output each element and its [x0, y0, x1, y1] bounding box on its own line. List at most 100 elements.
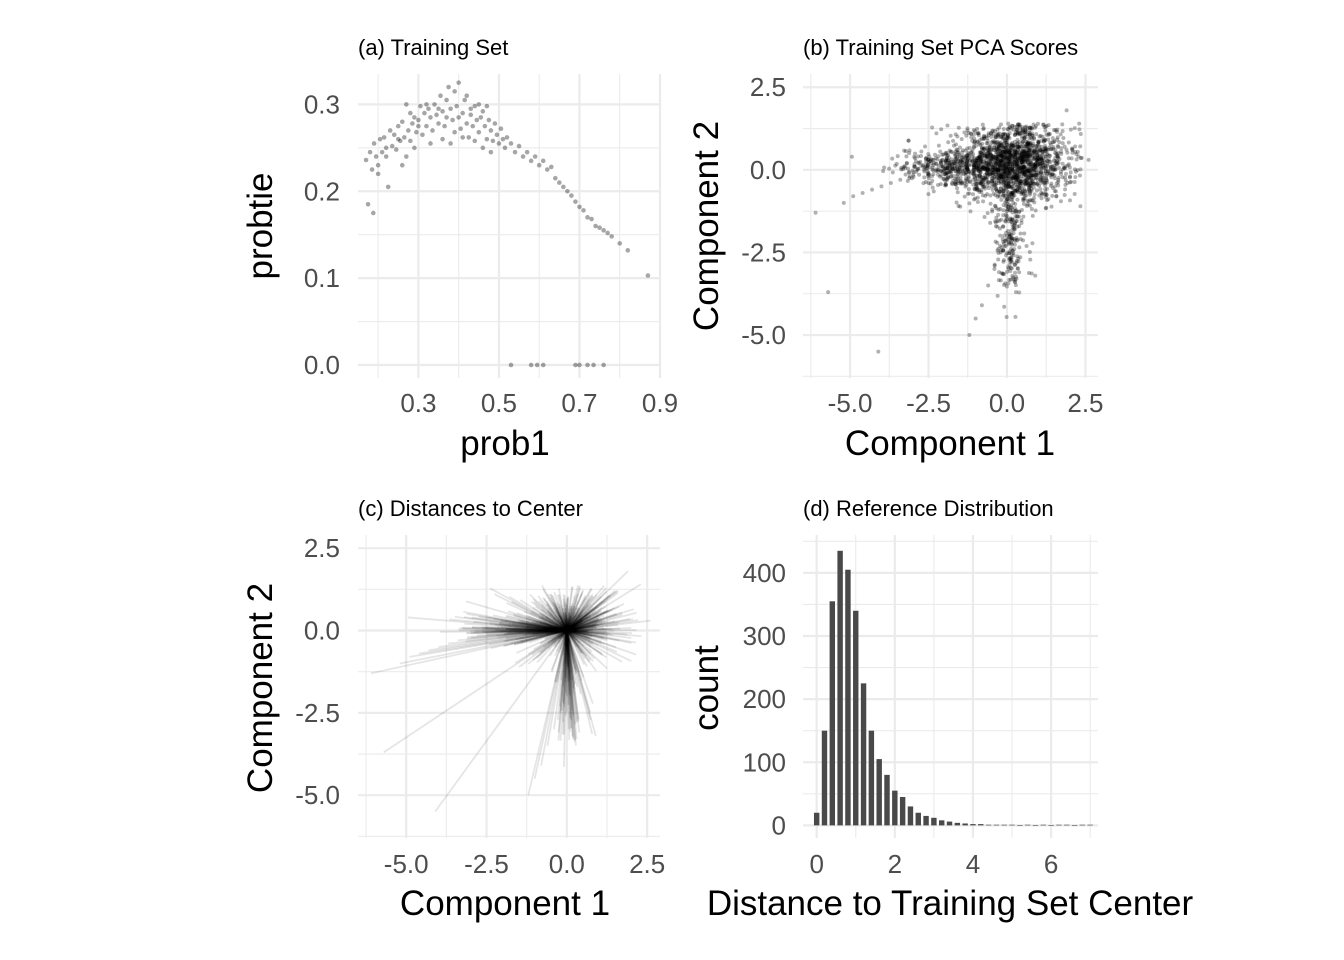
data-point	[1072, 180, 1077, 185]
data-point	[1023, 160, 1028, 165]
data-point	[589, 216, 594, 222]
data-point	[1043, 190, 1048, 195]
data-point	[945, 176, 950, 181]
data-point	[976, 140, 981, 145]
data-point	[444, 97, 449, 103]
data-point	[974, 183, 979, 188]
data-point	[1043, 138, 1048, 143]
data-point	[1050, 186, 1055, 191]
data-point	[1067, 165, 1072, 170]
data-point	[1012, 175, 1017, 180]
data-point	[1018, 183, 1023, 188]
data-point	[1063, 175, 1068, 180]
data-point	[981, 164, 986, 169]
data-point	[1063, 182, 1068, 187]
data-point	[1015, 137, 1020, 142]
data-point	[997, 174, 1002, 179]
data-point	[1072, 126, 1077, 131]
data-point	[984, 161, 989, 166]
data-point	[1048, 142, 1053, 147]
data-point	[1062, 165, 1067, 170]
histogram-bar	[1017, 825, 1023, 826]
data-point	[1029, 186, 1034, 191]
data-point	[1024, 124, 1029, 129]
data-point	[1043, 145, 1048, 150]
data-point	[984, 177, 989, 182]
data-point	[480, 145, 486, 151]
data-point	[1034, 165, 1039, 170]
data-point	[948, 149, 953, 154]
data-point	[1034, 158, 1039, 163]
data-point	[895, 154, 900, 159]
data-point	[428, 141, 433, 146]
data-point	[994, 167, 999, 172]
data-point	[1022, 188, 1027, 193]
data-point	[1008, 176, 1013, 181]
data-point	[1000, 165, 1005, 170]
data-point	[952, 180, 957, 185]
data-point	[950, 167, 955, 172]
data-point	[1008, 157, 1013, 162]
data-point	[981, 181, 986, 186]
data-point	[953, 152, 958, 157]
data-point	[1014, 124, 1019, 129]
data-point	[1009, 195, 1014, 200]
data-point	[975, 155, 980, 160]
data-point	[1006, 133, 1011, 138]
data-point	[917, 172, 922, 177]
data-point	[960, 158, 965, 163]
data-point	[990, 167, 995, 172]
data-point	[1021, 191, 1026, 196]
data-point	[1010, 166, 1015, 171]
data-point	[1013, 163, 1018, 168]
data-point	[377, 136, 383, 142]
data-point	[1028, 154, 1033, 159]
data-point	[1009, 176, 1014, 181]
data-point	[958, 181, 963, 186]
data-point	[989, 147, 994, 152]
data-point	[1000, 132, 1005, 137]
data-point	[1023, 132, 1028, 137]
data-point	[1011, 151, 1016, 156]
data-point	[953, 181, 958, 186]
data-point	[1045, 163, 1050, 168]
data-point	[944, 166, 949, 171]
data-point	[1010, 260, 1015, 265]
data-point	[524, 149, 530, 155]
data-point	[976, 155, 981, 160]
data-point	[1014, 188, 1019, 193]
data-point	[404, 154, 409, 159]
data-point	[998, 164, 1003, 169]
data-point	[1019, 156, 1024, 161]
data-point	[973, 184, 978, 189]
data-point	[1000, 176, 1005, 181]
data-point	[399, 162, 405, 168]
data-point	[979, 150, 984, 155]
data-point	[998, 164, 1003, 169]
data-point	[1019, 166, 1024, 171]
data-point	[988, 193, 993, 198]
y-tick-label: 2.5	[304, 533, 340, 563]
data-point	[947, 163, 952, 168]
data-point	[945, 166, 950, 171]
data-point	[1028, 183, 1033, 188]
data-point	[1051, 145, 1056, 150]
data-point	[997, 176, 1002, 181]
data-point	[991, 191, 996, 196]
histogram-bar	[1071, 825, 1078, 826]
data-point	[1079, 155, 1084, 160]
data-point	[1025, 157, 1030, 162]
data-point	[981, 175, 986, 180]
data-point	[944, 170, 949, 175]
data-point	[1077, 127, 1082, 132]
data-point	[926, 192, 931, 197]
data-point	[1039, 191, 1044, 196]
data-point	[1003, 158, 1008, 163]
data-point	[1008, 148, 1013, 153]
data-point	[993, 204, 998, 209]
data-point	[1020, 139, 1025, 144]
data-point	[1008, 240, 1013, 245]
data-point	[593, 223, 598, 229]
data-point	[1063, 164, 1068, 169]
data-point	[1040, 192, 1045, 197]
